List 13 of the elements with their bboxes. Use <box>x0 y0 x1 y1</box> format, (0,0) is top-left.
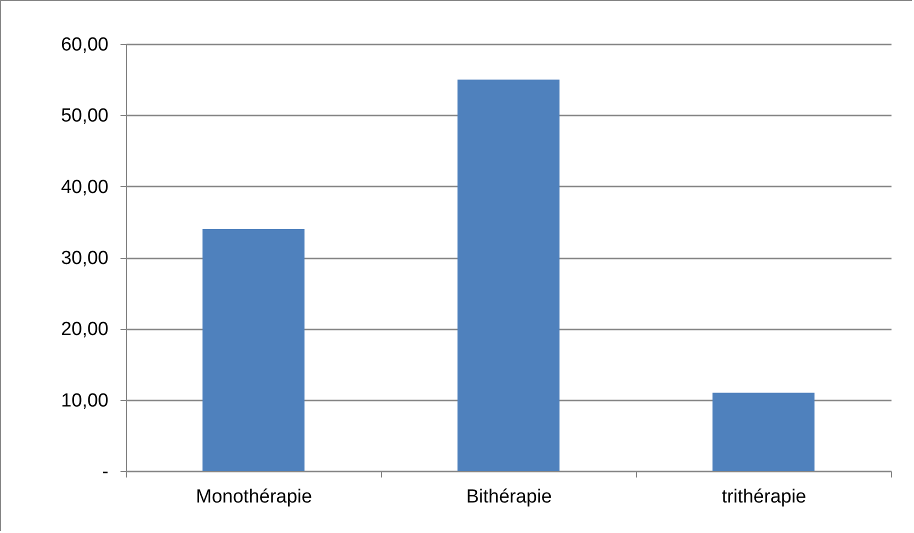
x-tick-label: Monothérapie <box>196 486 312 508</box>
bar <box>458 80 560 471</box>
y-tick-label: 40,00 <box>60 176 108 198</box>
y-tick-label: 10,00 <box>60 390 108 412</box>
y-tick-label: 50,00 <box>60 106 108 127</box>
y-tick-label: 20,00 <box>60 319 108 340</box>
bar <box>712 392 814 471</box>
x-tick-label: Bithérapie <box>466 486 552 508</box>
x-tick-label: trithérapie <box>722 486 806 508</box>
y-tick-label: - <box>102 462 108 482</box>
y-tick-label: 60,00 <box>60 34 108 56</box>
y-tick-label: 30,00 <box>60 248 108 269</box>
bar <box>202 229 304 471</box>
